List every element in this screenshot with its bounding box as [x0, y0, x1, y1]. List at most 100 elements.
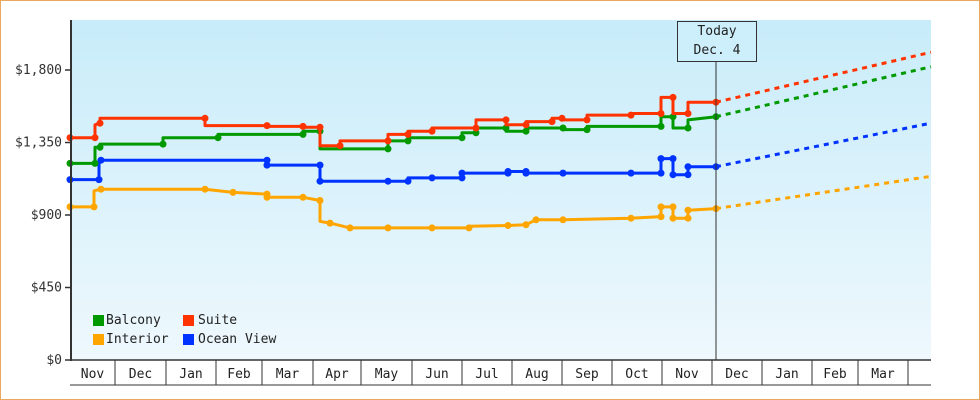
- series-interior: [66, 174, 932, 232]
- data-point: [627, 111, 635, 119]
- data-point: [657, 213, 665, 221]
- legend-label: Ocean View: [198, 332, 277, 347]
- x-tick-label: Feb: [227, 367, 251, 382]
- data-point: [504, 168, 512, 175]
- data-point: [502, 116, 510, 124]
- data-point: [684, 110, 692, 117]
- data-point: [558, 114, 566, 122]
- x-tick-label: Nov: [675, 367, 699, 382]
- x-tick-label: Jul: [475, 367, 498, 382]
- x-tick-label: Nov: [81, 367, 105, 382]
- data-point: [326, 219, 334, 227]
- data-point: [458, 169, 466, 177]
- data-point: [583, 126, 591, 134]
- data-point: [522, 121, 530, 129]
- data-point: [669, 203, 677, 211]
- series-layer: [66, 50, 932, 232]
- data-point: [263, 122, 271, 130]
- data-point: [669, 214, 677, 222]
- data-point: [96, 119, 104, 127]
- data-point: [263, 161, 271, 169]
- data-point: [472, 129, 480, 137]
- x-tick-label: Dec: [129, 367, 152, 382]
- data-point: [201, 114, 209, 122]
- data-point: [316, 161, 324, 169]
- data-point: [684, 214, 692, 222]
- data-point: [316, 123, 324, 131]
- data-point: [201, 185, 209, 193]
- x-tick-label: Aug: [525, 367, 548, 382]
- data-point: [684, 163, 692, 171]
- data-point: [384, 177, 392, 185]
- data-point: [657, 110, 665, 117]
- data-point: [657, 155, 665, 163]
- data-point: [627, 214, 635, 222]
- data-point: [299, 122, 307, 130]
- data-point: [263, 156, 271, 164]
- x-tick-label: Feb: [823, 367, 847, 382]
- data-point: [669, 171, 677, 179]
- series-ocean-view: [66, 121, 932, 185]
- legend-item-ocean-view: Ocean View: [183, 332, 276, 347]
- y-tick-label: $900: [31, 208, 62, 223]
- data-point: [91, 134, 99, 142]
- forecast-line: [715, 174, 932, 211]
- legend-label: Balcony: [106, 313, 161, 328]
- data-point: [91, 159, 99, 167]
- today-label: Today: [697, 24, 737, 39]
- data-point: [458, 174, 466, 182]
- data-point: [346, 224, 354, 232]
- data-point: [428, 127, 436, 135]
- data-point: [522, 221, 530, 229]
- x-tick-label: Jan: [179, 367, 202, 382]
- data-point: [522, 127, 530, 135]
- data-point: [229, 188, 237, 196]
- y-tick-label: $1,800: [15, 63, 62, 78]
- data-point: [657, 203, 665, 211]
- data-point: [96, 143, 104, 151]
- data-point: [299, 193, 307, 201]
- x-tick-label: Mar: [871, 367, 895, 382]
- y-tick-label: $450: [31, 281, 62, 296]
- x-tick-label: Dec: [725, 367, 748, 382]
- data-point: [684, 124, 692, 132]
- ocean-view-swatch-icon: [183, 334, 194, 345]
- legend-label: Interior: [106, 332, 169, 347]
- y-tick-label: $1,350: [15, 136, 62, 151]
- data-point: [684, 206, 692, 214]
- legend-item-balcony: Balcony: [93, 313, 183, 328]
- forecast-line: [715, 65, 932, 119]
- data-point: [428, 174, 436, 182]
- x-tick-label: Oct: [625, 367, 648, 382]
- data-point: [657, 122, 665, 130]
- data-point: [336, 142, 344, 150]
- forecast-line: [715, 50, 932, 104]
- data-point: [316, 177, 324, 185]
- data-point: [316, 197, 324, 204]
- x-tick-label: Jan: [775, 367, 798, 382]
- x-tick-label: Jun: [425, 367, 448, 382]
- data-point: [404, 130, 412, 138]
- legend-item-interior: Interior: [93, 332, 183, 347]
- x-tick-label: Mar: [276, 367, 300, 382]
- data-point: [504, 222, 512, 229]
- x-tick-label: May: [375, 367, 399, 382]
- data-point: [684, 171, 692, 179]
- data-point: [428, 224, 436, 232]
- x-tick-label: Sep: [575, 367, 599, 382]
- data-point: [472, 124, 480, 132]
- x-tick-label: Apr: [325, 367, 349, 382]
- data-point: [97, 185, 105, 193]
- axes: $0 $450 $900 $1,350 $1,800 Nov Dec Jan Feb Mar Apr…: [15, 20, 931, 386]
- legend: Balcony Suite Interior Ocean View: [93, 313, 276, 347]
- data-point: [548, 118, 556, 126]
- y-tick-label: $0: [46, 353, 62, 368]
- balcony-swatch-icon: [93, 315, 104, 326]
- data-point: [669, 155, 677, 163]
- data-point: [263, 193, 271, 201]
- data-point: [384, 224, 392, 232]
- data-point: [299, 130, 307, 138]
- today-date: Dec. 4: [693, 43, 741, 58]
- data-point: [384, 137, 392, 145]
